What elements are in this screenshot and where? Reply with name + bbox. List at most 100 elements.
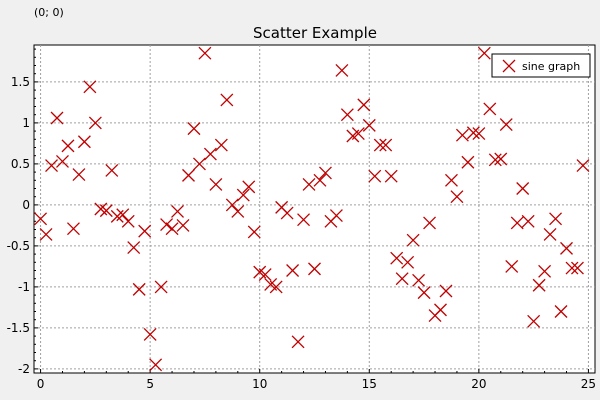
chart-title: Scatter Example: [253, 24, 377, 42]
y-tick-label: 1: [22, 116, 30, 130]
data-point: [187, 122, 201, 136]
data-point: [308, 262, 321, 276]
data-point: [291, 335, 305, 349]
data-point: [521, 214, 535, 228]
data-point: [390, 251, 404, 265]
legend[interactable]: sine graph: [491, 53, 591, 78]
data-point: [171, 205, 184, 218]
data-point: [472, 127, 486, 141]
data-point: [198, 46, 212, 60]
data-point: [88, 116, 102, 130]
legend-cross: [502, 59, 516, 73]
data-point: [510, 216, 524, 230]
data-point: [505, 259, 519, 273]
data-point: [99, 204, 113, 218]
data-point: [214, 138, 228, 152]
data-point: [466, 126, 480, 140]
data-point: [412, 273, 426, 287]
data-point: [571, 261, 584, 275]
data-point: [461, 155, 475, 169]
data-point: [50, 111, 64, 125]
data-point: [318, 166, 332, 180]
data-point: [225, 198, 239, 212]
data-point: [313, 173, 327, 187]
data-point: [203, 147, 217, 161]
data-point: [149, 358, 163, 372]
data-point: [576, 159, 590, 172]
y-tick-label: -0.5: [7, 239, 30, 253]
y-tick-label: -1: [18, 280, 30, 294]
data-point: [280, 206, 294, 220]
data-point: [401, 255, 415, 269]
data-point: [297, 213, 311, 227]
y-tick-labels: -2 -1.5 -1 -0.5 0 0.5 1 1.5: [7, 75, 30, 376]
y-tick-label: -2: [18, 362, 30, 376]
x-tick-label: 20: [471, 377, 486, 391]
y-tick-label: 1.5: [11, 75, 30, 89]
data-point: [192, 157, 206, 171]
data-point: [340, 108, 354, 122]
data-point: [395, 272, 409, 286]
y-tick-label: -1.5: [7, 321, 30, 335]
data-point: [143, 328, 157, 341]
legend-box: [491, 53, 591, 78]
data-point: [384, 169, 398, 183]
data-point: [83, 80, 97, 94]
data-point: [132, 282, 146, 296]
data-point: [351, 127, 365, 141]
data-point: [543, 227, 557, 241]
data-point: [269, 280, 283, 294]
data-point: [160, 218, 174, 232]
data-point: [72, 168, 86, 182]
data-point: [286, 264, 300, 277]
data-point: [538, 264, 552, 278]
data-point: [231, 205, 245, 218]
data-point: [477, 46, 491, 60]
data-point: [302, 177, 316, 191]
x-tick-label: 25: [581, 377, 596, 391]
data-point: [236, 188, 250, 202]
data-point: [406, 233, 420, 247]
data-point: [56, 154, 69, 168]
data-point: [138, 224, 152, 238]
y-tick-label: 0: [22, 198, 30, 212]
coordinate-readout: (0; 0): [34, 6, 64, 19]
data-point: [335, 63, 349, 77]
data-point: [77, 135, 91, 149]
data-point: [165, 222, 179, 236]
data-point: [362, 118, 376, 132]
data-point: [242, 180, 256, 194]
data-point: [220, 93, 234, 107]
data-point: [105, 164, 119, 177]
data-point: [532, 278, 546, 292]
legend-label: sine graph: [522, 60, 580, 73]
data-point: [116, 208, 130, 222]
data-point: [368, 169, 382, 183]
data-point: [560, 241, 573, 255]
plot-area[interactable]: [33, 44, 596, 374]
data-point: [154, 280, 168, 294]
data-point: [549, 212, 563, 226]
legend-marker-icon: [502, 59, 516, 73]
data-point: [61, 139, 75, 153]
data-point: [373, 138, 387, 152]
data-point: [445, 173, 458, 187]
data-point: [527, 314, 541, 328]
data-point: [516, 182, 530, 195]
y-tick-label: 0.5: [11, 157, 30, 171]
data-points: [34, 46, 590, 372]
x-tick-labels: 0 5 10 15 20 25: [37, 377, 596, 391]
data-point: [455, 128, 469, 142]
grid-lines: [34, 45, 595, 373]
x-tick-label: 5: [146, 377, 154, 391]
data-point: [357, 98, 371, 112]
data-point: [121, 214, 135, 228]
data-point: [434, 303, 447, 317]
data-point: [258, 268, 272, 282]
x-tick-label: 0: [37, 377, 45, 391]
data-point: [554, 305, 568, 318]
data-point: [182, 168, 195, 182]
data-point: [565, 261, 579, 275]
data-point: [499, 118, 513, 131]
